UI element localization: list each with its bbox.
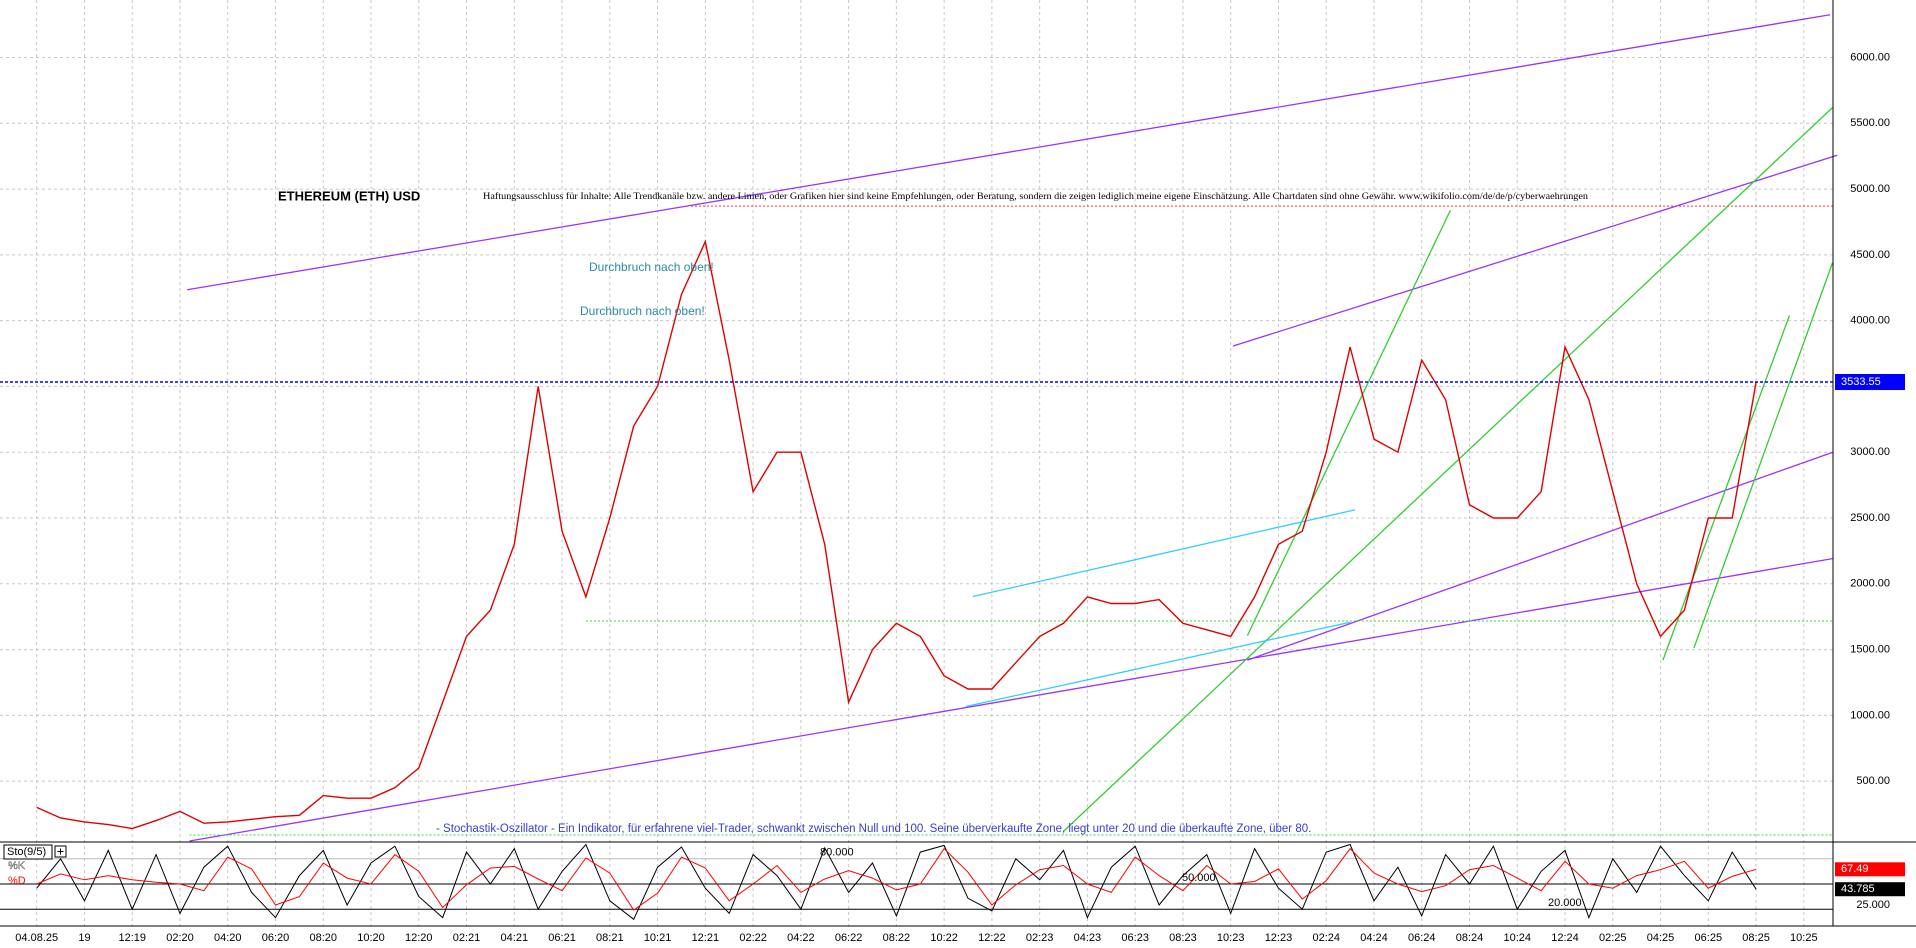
x-tick-label: 06:21 <box>548 932 576 944</box>
trendline <box>1693 262 1834 649</box>
trendline <box>965 621 1351 708</box>
x-tick-label: 12:22 <box>978 932 1006 944</box>
x-tick-label: 04:23 <box>1074 932 1102 944</box>
y-tick-label: 5500.00 <box>1850 117 1890 129</box>
trendline <box>1063 107 1833 832</box>
level-label: 80.000 <box>820 847 854 859</box>
annotation: Durchbruch nach oben! <box>589 260 714 274</box>
trendline <box>1232 154 1838 347</box>
x-tick-label: 12:23 <box>1265 932 1293 944</box>
x-tick-label: 02:20 <box>166 932 194 944</box>
x-tick-label: 10:23 <box>1217 932 1245 944</box>
x-tick-label: 02:25 <box>1599 932 1627 944</box>
trendline <box>189 558 1833 842</box>
x-tick-label: 04:20 <box>214 932 242 944</box>
legend-label: %D <box>8 875 26 887</box>
level-label: 50.000 <box>1182 872 1216 884</box>
x-tick-label: 12:19 <box>118 932 146 944</box>
price-line <box>36 843 1757 921</box>
price-box <box>1835 374 1905 391</box>
x-tick-label: 04:21 <box>501 932 529 944</box>
y-tick-label: 2500.00 <box>1850 512 1890 524</box>
price-label: 3533.55 <box>1841 376 1881 388</box>
x-tick-label: 04:24 <box>1360 932 1388 944</box>
x-tick-label: 06:22 <box>835 932 863 944</box>
y-tick-label: 4500.00 <box>1850 249 1890 261</box>
x-tick-label: 12:24 <box>1551 932 1579 944</box>
x-tick-label: 02:22 <box>739 932 767 944</box>
x-tick-label: 10:21 <box>644 932 672 944</box>
x-tick-label: 19 <box>78 932 90 944</box>
x-tick-label: 04.08.25 <box>15 932 58 944</box>
y-tick-label: 3000.00 <box>1850 446 1890 458</box>
trendline <box>972 509 1356 598</box>
x-tick-label: 08:23 <box>1169 932 1197 944</box>
plus-icon <box>57 848 64 855</box>
x-tick-label: 08:22 <box>883 932 911 944</box>
y-tick-label: 5000.00 <box>1850 183 1890 195</box>
chart-title: ETHEREUM (ETH) USD <box>278 188 420 203</box>
y-tick-label: 4000.00 <box>1850 315 1890 327</box>
x-tick-label: 12:20 <box>405 932 433 944</box>
y-tick-label: 6000.00 <box>1850 51 1890 63</box>
x-tick-label: 12:21 <box>692 932 720 944</box>
y-tick-label: 500.00 <box>1856 775 1890 787</box>
value-label: 67.49 <box>1841 863 1869 875</box>
price-line <box>36 847 1757 911</box>
x-tick-label: 06:23 <box>1121 932 1149 944</box>
annotation: Durchbruch nach oben! <box>580 304 705 318</box>
mark-layer <box>0 14 1838 921</box>
y-tick-label: 25.000 <box>1856 899 1890 911</box>
level-label: 20.000 <box>1548 897 1582 909</box>
x-tick-label: 02:23 <box>1026 932 1054 944</box>
annotation: - Stochastik-Oszillator - Ein Indikator,… <box>436 823 1311 835</box>
y-tick-label: 2000.00 <box>1850 578 1890 590</box>
x-tick-label: 08:25 <box>1742 932 1770 944</box>
x-tick-label: 10:25 <box>1790 932 1818 944</box>
x-tick-label: 06:20 <box>262 932 290 944</box>
trendline <box>1246 209 1451 636</box>
x-tick-label: 04:25 <box>1647 932 1675 944</box>
indicator-box <box>3 844 53 860</box>
legend-label: %K <box>8 860 26 872</box>
y-tick-label: 1000.00 <box>1850 709 1890 721</box>
disclaimer: Haftungsausschluss für Inhalte: Alle Tre… <box>483 191 1588 202</box>
x-tick-label: 10:20 <box>357 932 385 944</box>
value-label: 43.785 <box>1841 883 1875 895</box>
x-tick-label: 08:24 <box>1456 932 1484 944</box>
x-tick-label: 08:20 <box>309 932 337 944</box>
value-box <box>1835 862 1905 877</box>
x-tick-label: 10:22 <box>930 932 958 944</box>
x-tick-label: 10:24 <box>1503 932 1531 944</box>
x-tick-label: 02:21 <box>453 932 481 944</box>
x-tick-label: 08:21 <box>596 932 624 944</box>
x-tick-label: 06:25 <box>1695 932 1723 944</box>
value-box <box>1835 882 1905 897</box>
trendline <box>187 14 1831 291</box>
x-tick-label: 06:24 <box>1408 932 1436 944</box>
trendline <box>1247 451 1833 661</box>
price-line <box>36 239 1757 830</box>
y-tick-label: 1500.00 <box>1850 643 1890 655</box>
x-tick-label: 04:22 <box>787 932 815 944</box>
x-tick-label: 02:24 <box>1312 932 1340 944</box>
trendline <box>1662 315 1791 661</box>
indicator-title: Sto(9/5) <box>7 846 46 858</box>
